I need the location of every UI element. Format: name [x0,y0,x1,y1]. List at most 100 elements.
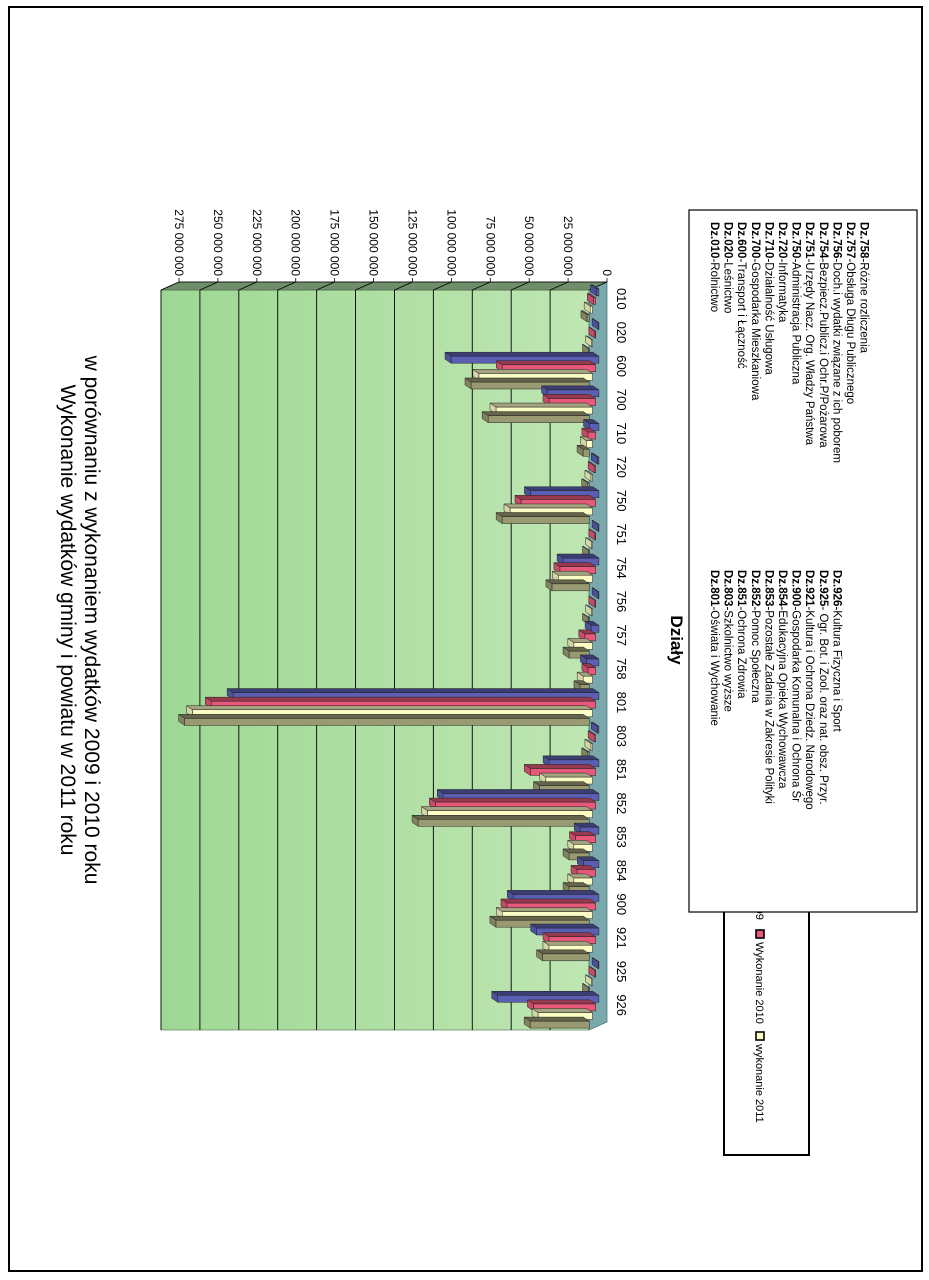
x-tick-label: 801 [614,692,629,714]
category-name: -Doch.i wydatki związane z ich poborem [830,258,842,463]
bar-side [532,781,591,786]
bar [593,297,596,305]
category-name: -Rolnictwo [708,258,720,312]
y-tick-label: 225 000 000 [250,209,264,276]
x-tick-label: 851 [614,759,629,781]
y-tick-label: 50 000 000 [522,216,536,276]
bar-side [579,654,600,660]
x-tick-label: 854 [614,860,629,882]
bar-side [582,419,600,424]
bar [586,440,593,448]
bar-side [495,907,594,912]
bar-side [581,983,591,988]
bar-side [529,923,600,929]
y-tick-label: 125 000 000 [405,209,419,276]
x-tick-label: 921 [614,927,629,949]
x-tick-label: 710 [614,423,629,445]
bar-side [573,680,591,685]
category-name: -Pomoc Społeczna [749,606,761,703]
bar-side [566,840,594,845]
chart-title: Wykonanie wydatków gminy i powiatu w 201… [56,385,79,856]
category-name: -Leśnictwo [722,258,734,313]
category-code: Dz.756 [830,222,842,258]
category-code: Dz.600 [735,222,747,258]
bar-side [545,579,591,585]
category-name: -Kultura Fizyczna i Sport [830,606,842,732]
category-name: -Informatyka [776,258,788,323]
bar-side [577,629,597,635]
bar-side [581,344,591,349]
bar-side [579,436,594,441]
bar [587,431,596,440]
y-tick-label: 150 000 000 [367,209,381,276]
category-code: Dz.754 [817,222,829,259]
category-code: Dz.852 [749,570,761,606]
bar-side [581,545,591,551]
bar-side [495,512,591,517]
category-name: -Gospodarka Komunalna i Ochrona Śr [790,606,803,802]
bar-side [526,999,597,1005]
y-tick-label: 75 000 000 [483,216,497,276]
bar-side [590,721,600,727]
category-code: Dz.710 [762,222,774,258]
bar-side [495,360,597,366]
category-description: Dz.851-Ochrona Zdrowia [735,570,747,699]
category-code: Dz.803 [722,570,734,606]
category-description: Dz.757-Obsługa Długu Publicznego [844,222,856,404]
bar-side [588,595,597,601]
category-name: -Działalność Usługowa [762,258,774,375]
category-code: Dz.700 [749,222,761,258]
bar-side [573,822,600,828]
category-name: -Gospodarka Mieszkaniowa [749,258,761,401]
bar-side [586,293,597,298]
gridline-diagonal [238,281,257,291]
bar-side [551,570,594,576]
bar-side [503,503,594,509]
x-tick-label: 700 [614,389,629,411]
bar [582,449,590,457]
bar-side [581,427,597,433]
category-name: -Edukacyjna Opieka Wychowawcza [776,606,788,789]
category-code: Dz.921 [803,570,815,607]
x-tick-label: 751 [614,523,629,545]
bar-side [580,747,591,753]
y-tick-label: 100 000 000 [444,209,458,276]
x-tick-label: 720 [614,456,629,478]
category-name: -Bezpiecz.Publicz.i Ochr.P/Pożarowa [817,258,829,448]
bar-side [584,335,594,341]
bar [184,718,590,726]
bar-side [464,377,591,383]
x-tick-label: 750 [614,490,629,512]
category-description: Dz.756-Doch.i wydatki związane z ich pob… [830,222,842,463]
gridline-diagonal [549,281,569,291]
bar-side [177,714,591,719]
bar-side [589,284,600,290]
category-code: Dz.801 [708,570,720,607]
category-code: Dz.854 [776,570,788,607]
bar-side [566,638,594,643]
y-axis-ticks: 0 25 000 000 50 000 000 75 000 000 100 000 0… [172,209,614,283]
chart-subtitle: w porównaniu z wykonaniem wydatków 2009 … [80,355,103,885]
x-tick-label: 853 [614,826,629,848]
x-tick-label: 852 [614,793,629,815]
bar-side [591,318,600,323]
category-description: Dz.803-Szkolnictwo wyższe [722,570,734,712]
gridline-diagonal [277,281,296,291]
bar [589,305,593,314]
gridline-diagonal [160,281,180,291]
category-description: Dz.710-Działalność Usługowa [762,222,774,375]
category-description: Dz.925- Ogr. Bot. i Zool. oraz nat. obsz… [817,570,829,805]
bar-side [580,310,591,315]
bar-side [562,646,591,652]
bar-side [588,965,597,971]
bar-side [436,789,600,794]
bar-side [411,815,591,820]
gridline-diagonal [199,281,219,291]
bar-side [584,537,594,542]
bar-side [591,520,600,525]
x-tick-label: 926 [614,994,629,1016]
bar-side [568,831,597,836]
bar [487,415,590,423]
category-description: Dz.853-Pozostałe Zadania w Zakresie Poli… [762,570,774,804]
side-wall [160,281,608,291]
